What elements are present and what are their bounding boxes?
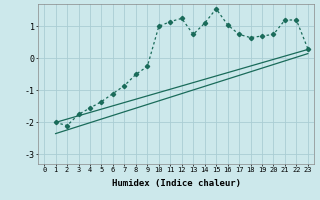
X-axis label: Humidex (Indice chaleur): Humidex (Indice chaleur) [111,179,241,188]
